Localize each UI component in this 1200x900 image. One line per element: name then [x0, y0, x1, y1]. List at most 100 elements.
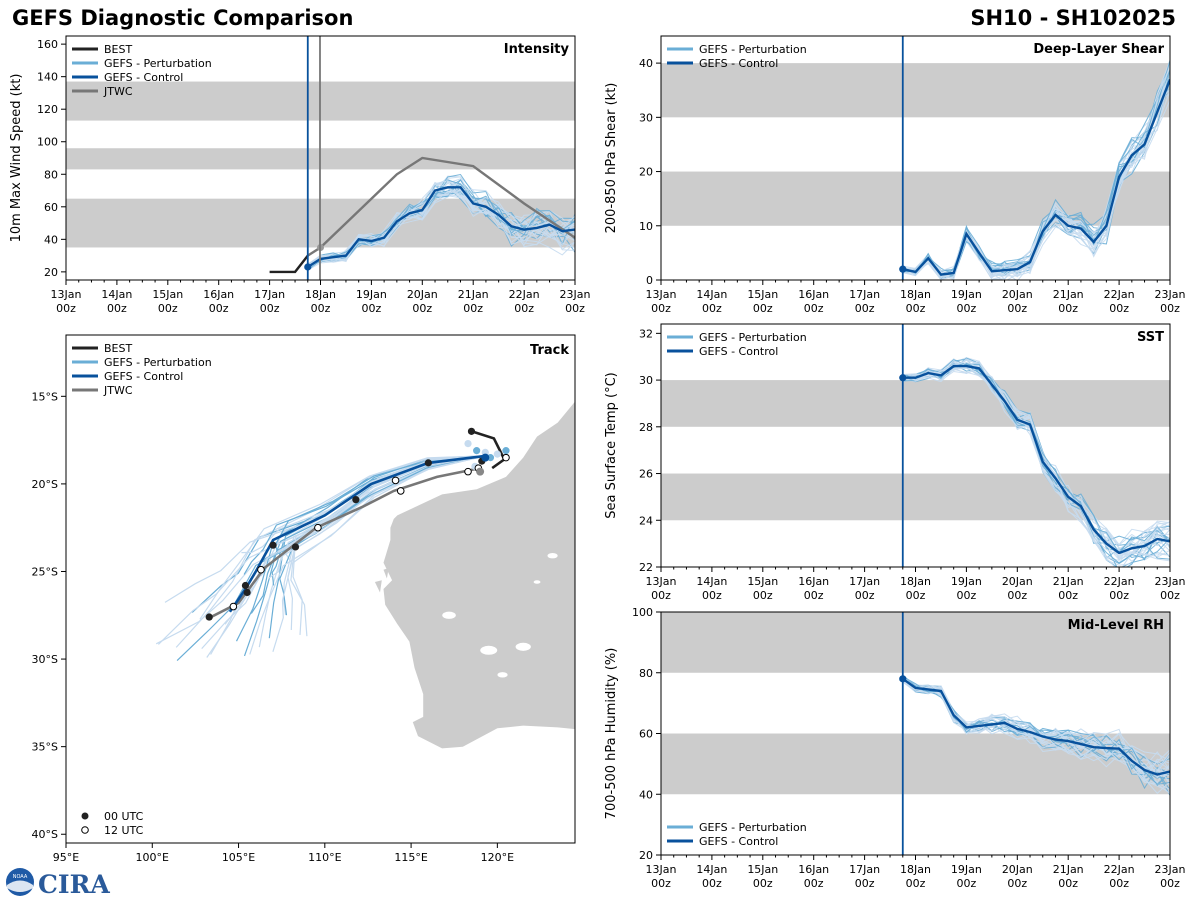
legend-label: GEFS - Control — [699, 345, 778, 358]
ensemble-member-line — [902, 362, 1170, 564]
x-tick-label-hour: 00z — [702, 302, 722, 315]
x-tick-label-date: 21Jan — [1053, 288, 1084, 301]
storm-id-title: SH10 - SH102025 — [970, 6, 1176, 30]
panel-title: Deep-Layer Shear — [1033, 42, 1164, 57]
position-dot-12utc — [314, 523, 322, 532]
panel-track: 95°E 100°E 105°E 110°E 115°E 120°E 15°S 20°S 25°… — [32, 334, 576, 864]
x-tick-label-date: 20Jan — [1002, 575, 1033, 588]
y-tick-label: 80 — [639, 667, 653, 680]
best-track-line — [269, 254, 309, 274]
control-line — [902, 364, 1170, 555]
x-tick-label-hour: 00z — [1007, 589, 1027, 602]
x-tick-label-hour: 00z — [804, 589, 824, 602]
x-tick-label-date: 23Jan — [1155, 863, 1186, 876]
x-tick-label-date: 15Jan — [152, 288, 183, 301]
utc-legend-label: 00 UTC — [104, 810, 144, 823]
ensemble-position-dot — [493, 450, 501, 458]
x-tick-label-date: 14Jan — [101, 288, 132, 301]
x-tick-label-date: 22Jan — [1104, 288, 1135, 301]
legend-label: BEST — [104, 342, 132, 355]
x-tick-label-hour: 00z — [514, 302, 534, 315]
legend-label: JTWC — [103, 85, 133, 98]
legend-label: GEFS - Perturbation — [104, 356, 212, 369]
x-tick-label-date: 19Jan — [951, 863, 982, 876]
legend-label: GEFS - Perturbation — [104, 57, 212, 70]
y-tick-label: 26 — [639, 468, 653, 481]
y-tick-label: 28 — [639, 421, 653, 434]
y-tick-label: 22 — [639, 561, 653, 574]
island — [383, 568, 389, 579]
lat-tick-label: 15°S — [32, 390, 58, 403]
lon-tick-label: 100°E — [136, 851, 169, 864]
ensemble-track — [199, 455, 486, 620]
y-tick-label: 40 — [639, 57, 653, 70]
salt-lake — [547, 553, 558, 559]
jtwc-track — [206, 466, 481, 620]
position-dot-00utc — [243, 588, 251, 597]
y-tick-label: 140 — [37, 71, 58, 84]
x-tick-label-hour: 00z — [1007, 302, 1027, 315]
x-tick-label-date: 16Jan — [203, 288, 234, 301]
position-dot-00utc — [269, 541, 277, 549]
legend-label: GEFS - Perturbation — [699, 43, 807, 56]
x-tick-label-date: 20Jan — [1002, 288, 1033, 301]
control-line — [902, 78, 1170, 276]
x-tick-label-date: 19Jan — [356, 288, 387, 301]
salt-lake — [533, 580, 541, 584]
y-tick-label: 20 — [639, 849, 653, 862]
position-dot-00utc — [467, 427, 476, 435]
x-tick-label-hour: 00z — [906, 302, 926, 315]
jtwc-init-dot — [476, 467, 485, 476]
y-tick-label: 24 — [639, 514, 653, 527]
x-tick-label-date: 21Jan — [1053, 575, 1084, 588]
x-tick-label-date: 13Jan — [51, 288, 82, 301]
x-tick-label-hour: 00z — [56, 302, 76, 315]
y-axis-label: 700-500 hPa Humidity (%) — [604, 648, 619, 820]
position-dot-12utc — [257, 565, 265, 574]
x-tick-label-date: 13Jan — [646, 863, 677, 876]
x-tick-label-date: 14Jan — [696, 288, 727, 301]
x-tick-label-date: 22Jan — [1104, 575, 1135, 588]
map-area — [155, 401, 575, 749]
x-tick-label-hour: 00z — [209, 302, 229, 315]
y-tick-label: 20 — [44, 266, 58, 279]
ensemble-track — [157, 455, 486, 645]
x-tick-label-date: 15Jan — [747, 288, 778, 301]
x-tick-label-hour: 00z — [906, 877, 926, 890]
x-tick-label-hour: 00z — [855, 302, 875, 315]
x-tick-label-hour: 00z — [1160, 589, 1180, 602]
cira-text: CIRA — [38, 870, 110, 898]
y-tick-label: 0 — [646, 274, 653, 287]
lon-tick-label: 120°E — [481, 851, 514, 864]
x-tick-label-date: 19Jan — [951, 575, 982, 588]
x-tick-label-hour: 00z — [753, 589, 773, 602]
ensemble-position-dot — [464, 440, 472, 448]
x-tick-label-date: 15Jan — [747, 863, 778, 876]
axes-frame — [65, 334, 576, 844]
y-tick-label: 160 — [37, 38, 58, 51]
x-tick-label-hour: 00z — [1160, 877, 1180, 890]
x-tick-label-hour: 00z — [1109, 877, 1129, 890]
x-tick-label-hour: 00z — [753, 877, 773, 890]
x-tick-label-hour: 00z — [957, 877, 977, 890]
x-tick-label-date: 14Jan — [696, 575, 727, 588]
ensemble-track — [262, 455, 486, 561]
x-tick-label-date: 18Jan — [900, 863, 931, 876]
x-tick-label-hour: 00z — [1007, 877, 1027, 890]
best-track — [471, 430, 506, 470]
x-tick-label-date: 16Jan — [798, 288, 829, 301]
threshold-band — [661, 380, 1170, 427]
position-dot-00utc — [241, 581, 250, 590]
ensemble-position-dot — [502, 447, 510, 455]
plot-area-sst — [661, 357, 1170, 567]
position-dot-00utc — [291, 543, 300, 551]
lon-tick-label: 110°E — [308, 851, 341, 864]
x-tick-label-hour: 00z — [1109, 302, 1129, 315]
y-tick-label: 40 — [639, 788, 653, 801]
x-tick-label-hour: 00z — [957, 589, 977, 602]
position-dot-00utc — [205, 613, 213, 621]
panel-intensity: 13Jan00z14Jan00z15Jan00z16Jan00z17Jan00z… — [9, 35, 590, 315]
x-tick-label-hour: 00z — [651, 877, 671, 890]
x-tick-label-hour: 00z — [1109, 589, 1129, 602]
